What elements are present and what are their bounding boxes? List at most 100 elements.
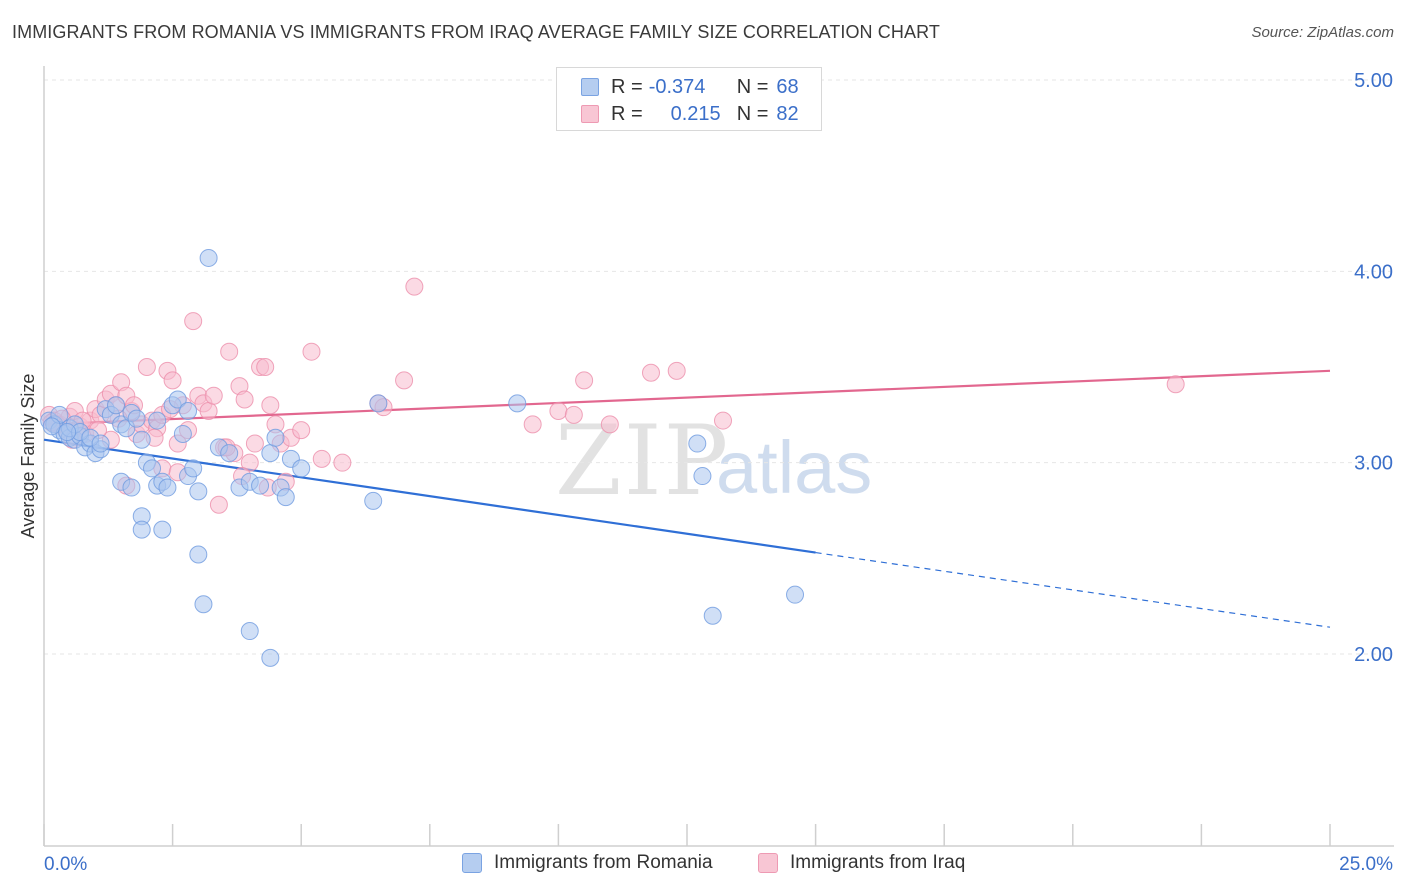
- romania-trend-line: [43, 438, 816, 554]
- iraq-point-54: [395, 371, 414, 390]
- romania-trend-extension: [815, 551, 1331, 628]
- romania-point-37: [266, 428, 285, 447]
- r-label: R =: [611, 75, 643, 98]
- romania-point-55: [786, 585, 805, 604]
- y-axis-label: Average Family Size: [18, 374, 38, 539]
- correlation-legend: R = -0.374 N = 68 R = 0.215 N = 82: [556, 67, 822, 131]
- x-tick-label-1: 25.0%: [1339, 854, 1393, 875]
- y-tick-label-3: 5.00: [1354, 70, 1393, 92]
- iraq-swatch: [581, 105, 599, 123]
- romania-point-29: [189, 482, 208, 501]
- romania-point-46: [194, 595, 213, 614]
- romania-point-50: [364, 491, 383, 510]
- romania-point-13: [107, 396, 126, 415]
- n-label: N =: [736, 75, 769, 98]
- iraq-point-40: [245, 434, 264, 453]
- iraq-point-61: [641, 363, 660, 382]
- series-legend: Immigrants from Romania Immigrants from …: [0, 852, 1406, 878]
- iraq-point-63: [714, 411, 733, 430]
- iraq-point-60: [600, 415, 619, 434]
- chart-title: IMMIGRANTS FROM ROMANIA VS IMMIGRANTS FR…: [12, 22, 940, 42]
- romania-point-18: [132, 430, 151, 449]
- romania-point-20: [143, 459, 162, 478]
- romania-point-45: [189, 545, 208, 564]
- source-note: Source: ZipAtlas.com: [1251, 24, 1394, 41]
- romania-point-36: [261, 444, 280, 463]
- iraq-point-19: [137, 358, 156, 376]
- romania-point-63: [122, 478, 141, 497]
- romania-point-23: [158, 478, 177, 497]
- axes: [43, 66, 1394, 847]
- iraq-point-38: [235, 390, 254, 409]
- y-tick-label-1: 3.00: [1354, 453, 1393, 475]
- romania-point-25: [168, 390, 187, 409]
- romania-point-67: [58, 423, 77, 442]
- iraq-point-58: [564, 405, 583, 424]
- iraq-point-62: [667, 361, 686, 380]
- romania-point-28: [184, 459, 203, 478]
- legend-row-romania: R = -0.374 N = 68: [581, 75, 799, 99]
- watermark-zip: ZIP: [555, 405, 731, 517]
- iraq-point-48: [292, 421, 311, 440]
- romania-point-39: [276, 488, 295, 507]
- romania-point-52: [688, 434, 707, 453]
- romania-point-64: [148, 411, 167, 430]
- iraq-point-64: [1166, 375, 1185, 394]
- romania-point-61: [91, 434, 110, 453]
- iraq-point-33: [209, 495, 228, 514]
- romania-point-54: [703, 606, 722, 625]
- iraq-legend-swatch: [758, 853, 778, 873]
- romania-point-47: [240, 622, 259, 641]
- romania-point-51: [508, 394, 527, 413]
- iraq-point-31: [199, 402, 218, 421]
- romania-point-30: [199, 248, 218, 267]
- legend-row-iraq: R = 0.215 N = 82: [581, 102, 799, 126]
- data-points: [40, 248, 1185, 667]
- iraq-point-42: [256, 358, 275, 376]
- iraq-point-56: [523, 415, 542, 434]
- romania-point-66: [42, 417, 61, 436]
- iraq-point-28: [184, 312, 203, 331]
- romania-point-26: [173, 424, 192, 443]
- r-value: -0.374: [648, 75, 706, 98]
- romania-legend-swatch: [462, 853, 482, 873]
- romania-point-49: [369, 394, 388, 413]
- iraq-point-39: [240, 453, 259, 472]
- iraq-point-59: [575, 371, 594, 390]
- iraq-point-43: [261, 396, 280, 415]
- y-tick-label-0: 2.00: [1354, 644, 1393, 666]
- iraq-point-32: [204, 386, 223, 405]
- trend-lines: [43, 369, 1331, 628]
- romania-point-32: [220, 444, 239, 463]
- iraq-point-51: [333, 453, 352, 472]
- legend-item-romania[interactable]: Immigrants from Romania: [462, 852, 713, 874]
- iraq-point-57: [549, 402, 568, 421]
- n-value: 82: [776, 102, 799, 125]
- legend-label-iraq: Immigrants from Iraq: [790, 852, 966, 873]
- romania-swatch: [581, 78, 599, 96]
- romania-point-65: [179, 402, 198, 421]
- y-tick-label-2: 4.00: [1354, 261, 1393, 283]
- r-value: 0.215: [670, 102, 721, 125]
- iraq-point-49: [302, 342, 321, 361]
- romania-point-43: [153, 520, 172, 539]
- legend-label-romania: Immigrants from Romania: [494, 852, 713, 873]
- romania-point-35: [251, 476, 270, 495]
- iraq-point-55: [405, 277, 424, 296]
- tick-labels: 2.00 3.00 4.00 5.00 0.0% 25.0%: [44, 70, 1393, 875]
- legend-item-iraq[interactable]: Immigrants from Iraq: [758, 852, 965, 874]
- iraq-trend-line: [43, 369, 1331, 426]
- romania-point-41: [292, 459, 311, 478]
- n-label: N =: [736, 102, 769, 125]
- x-tick-label-0: 0.0%: [44, 854, 87, 875]
- iraq-point-50: [312, 449, 331, 468]
- r-label: R =: [611, 102, 643, 125]
- watermark-atlas: atlas: [716, 426, 873, 509]
- romania-point-17: [127, 409, 146, 428]
- romania-point-44: [132, 520, 151, 539]
- iraq-point-24: [163, 371, 182, 390]
- romania-point-48: [261, 648, 280, 667]
- romania-point-53: [693, 467, 712, 486]
- n-value: 68: [776, 75, 799, 98]
